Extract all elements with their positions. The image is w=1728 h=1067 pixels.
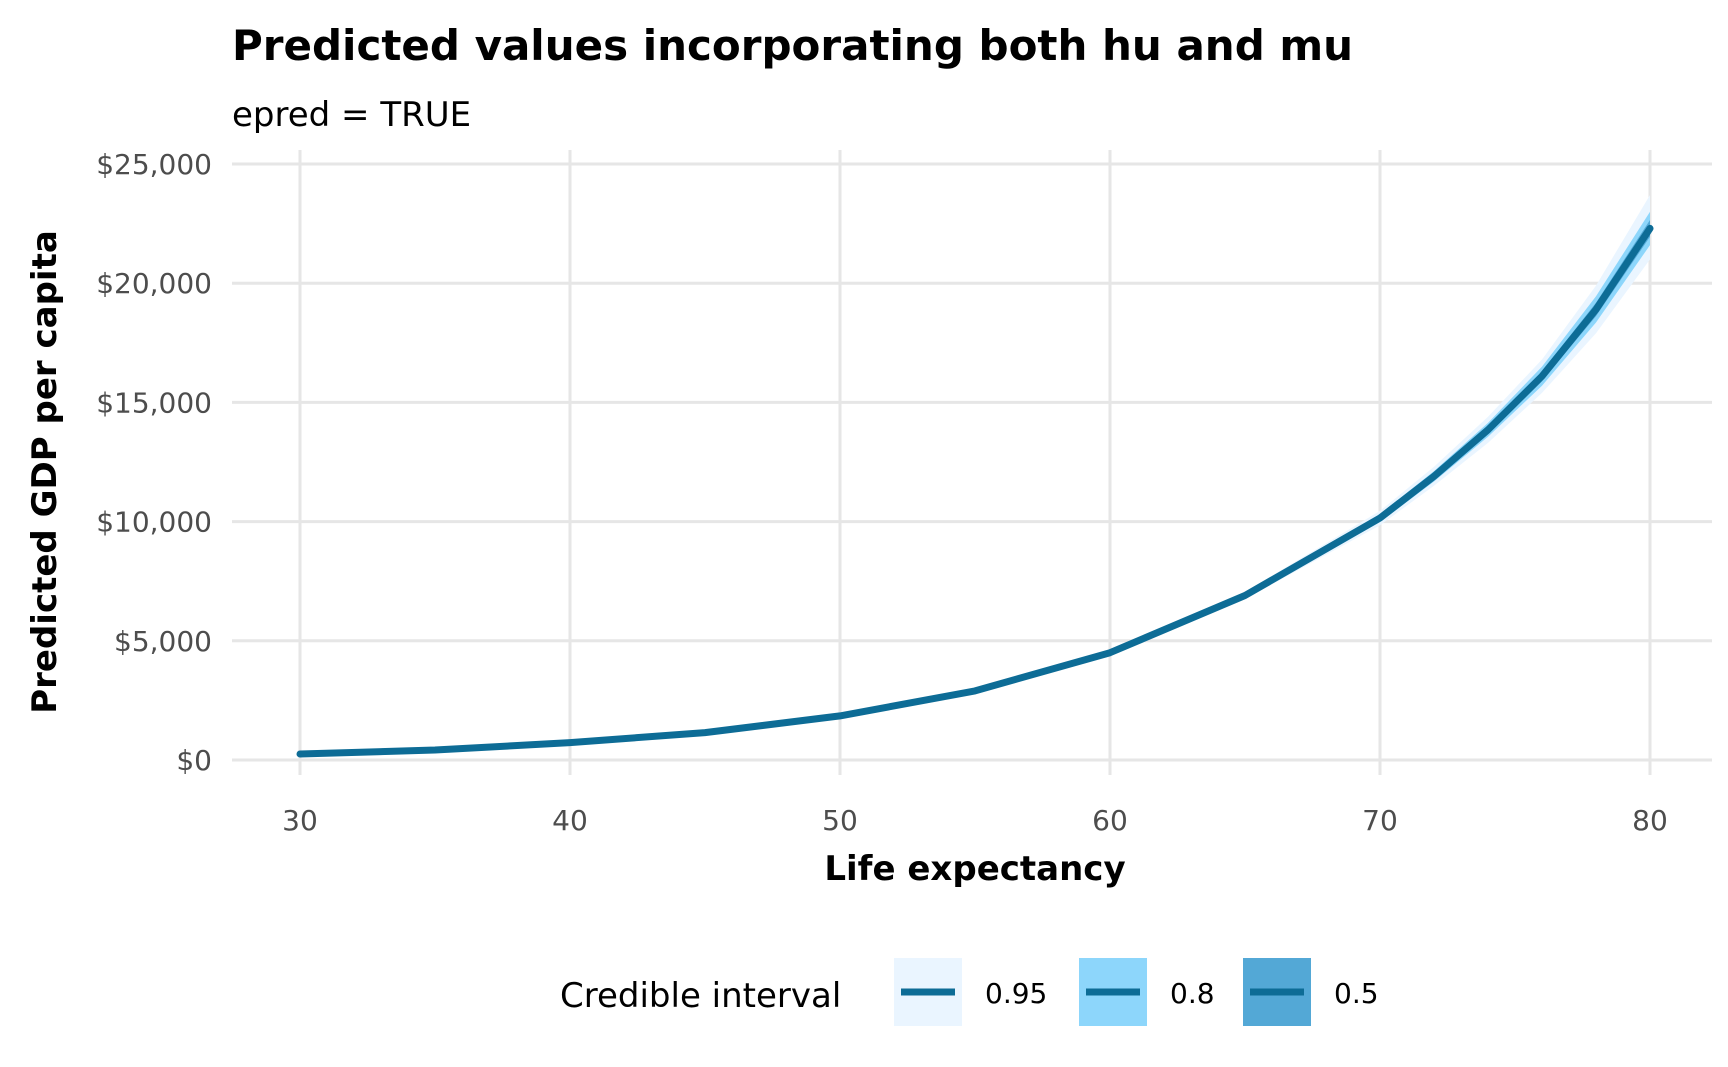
legend-label: 0.5 xyxy=(1334,977,1379,1010)
y-tick-label: $25,000 xyxy=(96,148,212,181)
legend-label: 0.8 xyxy=(1170,977,1215,1010)
x-tick-label: 80 xyxy=(1632,804,1668,837)
ribbon-0-95 xyxy=(300,195,1650,755)
x-tick-label: 60 xyxy=(1092,804,1128,837)
y-axis-title: Predicted GDP per capita xyxy=(25,230,65,714)
y-tick-label: $5,000 xyxy=(114,625,212,658)
x-axis-title: Life expectancy xyxy=(824,849,1125,889)
y-tick-label: $20,000 xyxy=(96,267,212,300)
chart-title: Predicted values incorporating both hu a… xyxy=(232,21,1353,70)
gridlines xyxy=(232,150,1712,775)
ribbon-0-8 xyxy=(300,211,1650,755)
legend-item-0-95: 0.95 xyxy=(894,958,1047,1026)
legend: Credible interval 0.95 0.8 0.5 xyxy=(560,958,1379,1026)
x-tick-label: 50 xyxy=(822,804,858,837)
legend-item-0-8: 0.8 xyxy=(1079,958,1215,1026)
y-tick-label: $10,000 xyxy=(96,506,212,539)
y-tick-label: $15,000 xyxy=(96,386,212,419)
legend-item-0-5: 0.5 xyxy=(1243,958,1379,1026)
y-axis-ticks: $0 $5,000 $10,000 $15,000 $20,000 $25,000 xyxy=(96,148,212,777)
legend-title: Credible interval xyxy=(560,976,841,1016)
legend-label: 0.95 xyxy=(985,977,1047,1010)
chart-subtitle: epred = TRUE xyxy=(232,95,471,135)
prediction-line-group xyxy=(296,224,1654,758)
x-axis-ticks: 30 40 50 60 70 80 xyxy=(282,804,1668,837)
ribbon-0-5 xyxy=(300,220,1650,755)
median-prediction-line xyxy=(296,224,1654,758)
x-tick-label: 70 xyxy=(1362,804,1398,837)
x-tick-label: 40 xyxy=(552,804,588,837)
x-tick-label: 30 xyxy=(282,804,318,837)
y-tick-label: $0 xyxy=(176,744,212,777)
credible-interval-ribbons xyxy=(300,195,1650,755)
